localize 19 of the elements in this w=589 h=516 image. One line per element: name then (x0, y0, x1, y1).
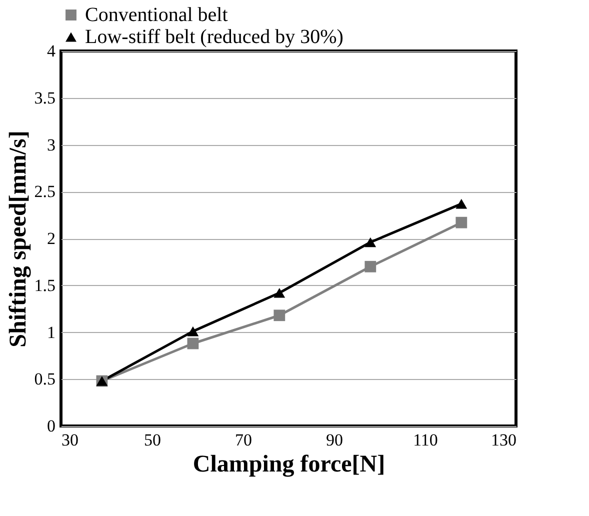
y-tick-label: 0 (47, 416, 56, 436)
y-tick-label: 3.5 (34, 88, 56, 108)
y-tick-label: 0.5 (34, 370, 56, 389)
x-axis-title: Clamping force[N] (192, 452, 386, 478)
y-tick-label: 4 (47, 42, 56, 60)
x-tick-label: 110 (413, 430, 438, 450)
y-tick-label: 3 (47, 135, 56, 154)
legend-label: Low-stiff belt (reduced by 30%) (85, 26, 344, 48)
y-tick-label: 1.5 (34, 276, 56, 295)
y-tick-label: 1 (47, 322, 56, 342)
x-tick-label: 30 (62, 430, 78, 450)
y-tick-label: 2.5 (34, 182, 56, 202)
x-tick-label: 70 (235, 430, 252, 450)
y-axis-title: Shifting speed[mm/s] (5, 130, 32, 348)
x-tick-label: 130 (491, 430, 516, 450)
legend-label: Conventional belt (85, 4, 228, 26)
x-tick-label: 50 (144, 430, 161, 450)
y-tick-label: 2 (47, 229, 56, 248)
x-tick-label: 90 (326, 430, 343, 450)
